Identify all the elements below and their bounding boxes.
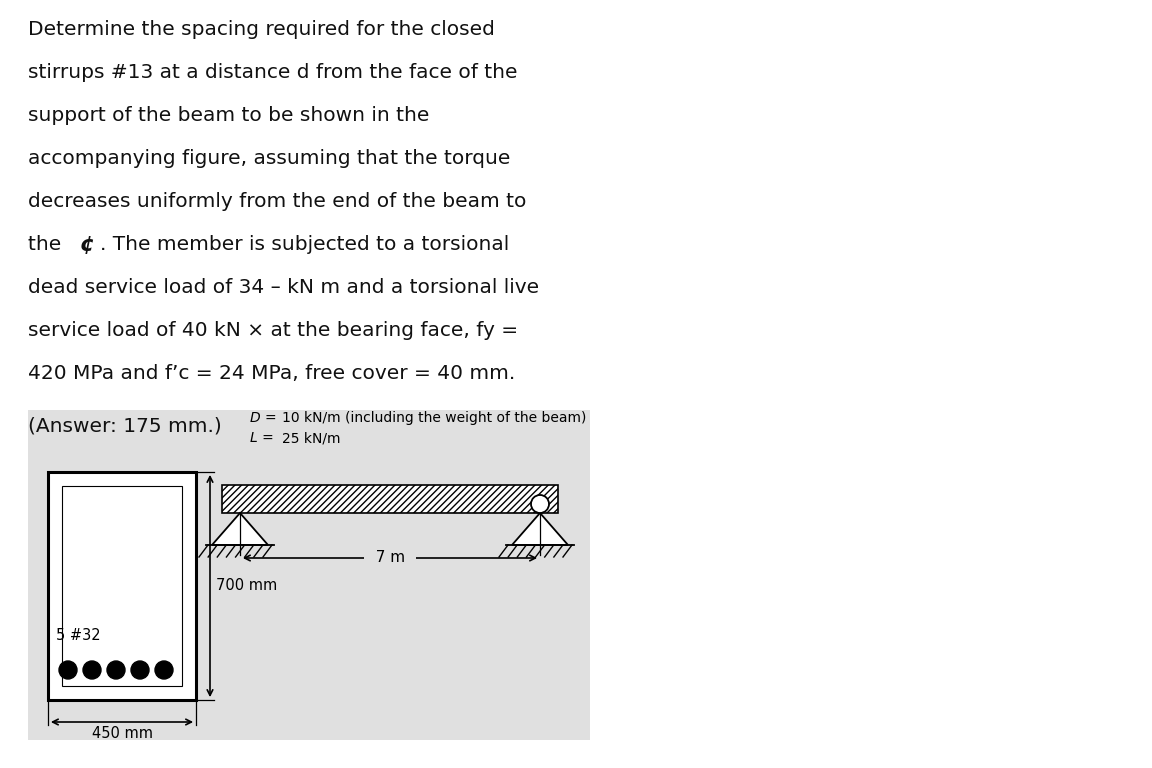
Bar [62,486,182,686]
Circle shape [59,661,77,679]
Text: 7 m: 7 m [365,551,415,565]
Text: 450 mm: 450 mm [91,726,152,741]
Text: accompanying figure, assuming that the torque: accompanying figure, assuming that the t… [28,149,510,168]
Bar [48,472,196,700]
Text: support of the beam to be shown in the: support of the beam to be shown in the [28,106,430,125]
Bar [222,485,558,513]
Circle shape [107,661,126,679]
Circle shape [156,661,173,679]
Text: 700 mm: 700 mm [217,578,278,594]
Text: service load of 40 kN × at the bearing face, fy =: service load of 40 kN × at the bearing f… [28,321,518,340]
Polygon shape [212,513,268,545]
Text: . The member is subjected to a torsional: . The member is subjected to a torsional [100,235,509,254]
Circle shape [131,661,149,679]
Text: the: the [28,235,68,254]
Text: Determine the spacing required for the closed: Determine the spacing required for the c… [28,20,495,39]
Circle shape [83,661,101,679]
Text: L =: L = [250,431,274,445]
Text: ¢: ¢ [79,235,94,255]
Text: 25 kN/m: 25 kN/m [282,431,341,445]
Text: dead service load of 34 – kN m and a torsional live: dead service load of 34 – kN m and a tor… [28,278,539,297]
Bar [28,410,590,740]
Text: D =: D = [250,411,276,425]
Text: (Answer: 175 mm.): (Answer: 175 mm.) [28,417,221,436]
Polygon shape [511,513,568,545]
Text: 10 kN/m (including the weight of the beam): 10 kN/m (including the weight of the bea… [282,411,586,425]
Text: 5 #32: 5 #32 [56,628,100,643]
Text: decreases uniformly from the end of the beam to: decreases uniformly from the end of the … [28,192,526,211]
Text: stirrups #13 at a distance d from the face of the: stirrups #13 at a distance d from the fa… [28,63,517,82]
Text: 420 MPa and f’c = 24 MPa, free cover = 40 mm.: 420 MPa and f’c = 24 MPa, free cover = 4… [28,364,515,383]
Circle shape [531,495,550,513]
